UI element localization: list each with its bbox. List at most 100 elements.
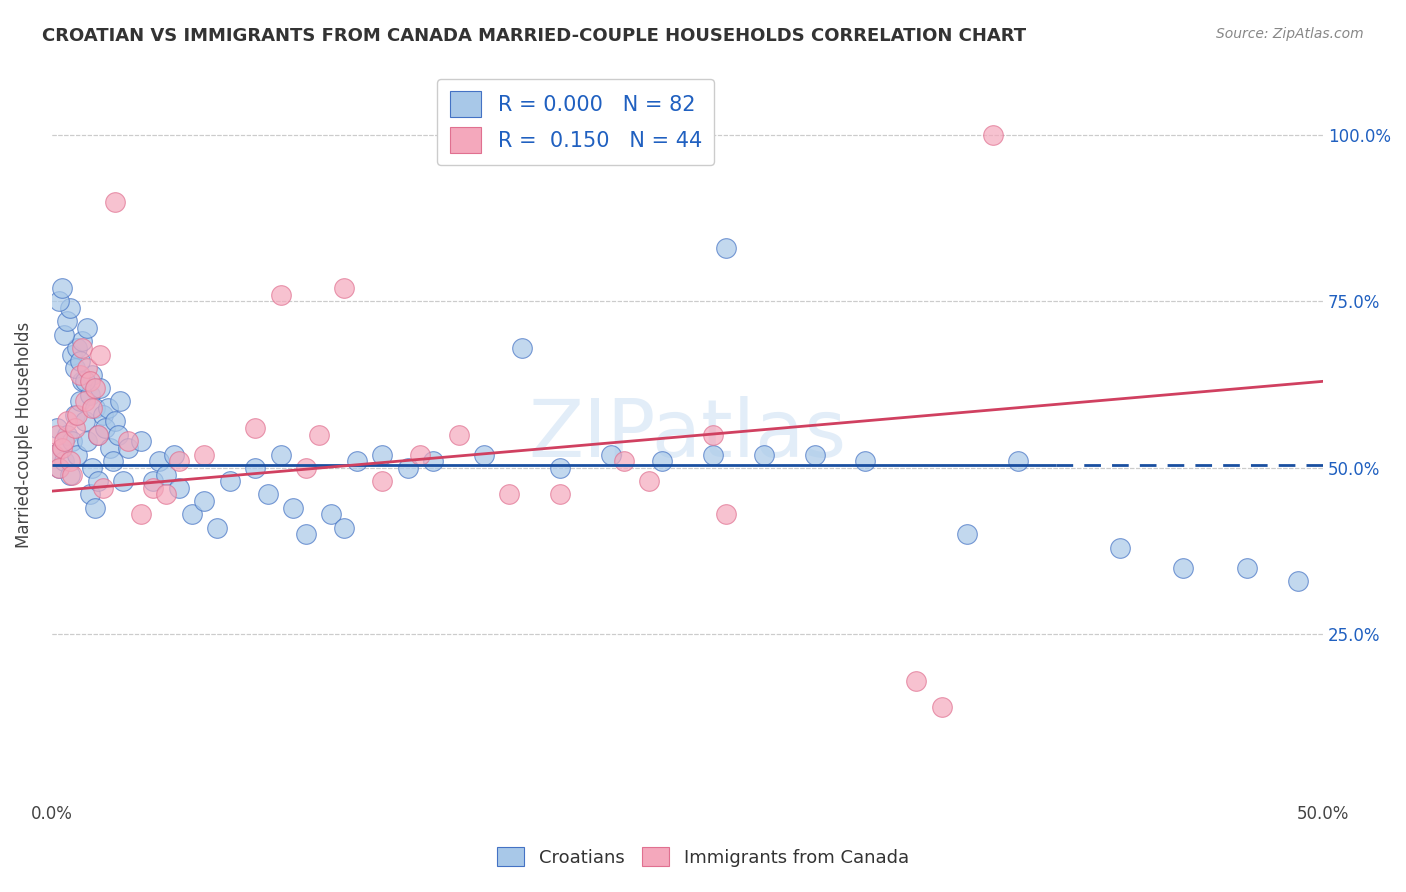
Point bbox=[104, 414, 127, 428]
Point bbox=[180, 508, 202, 522]
Point bbox=[1108, 541, 1130, 555]
Point bbox=[60, 348, 83, 362]
Point bbox=[84, 401, 107, 415]
Point bbox=[66, 448, 89, 462]
Point bbox=[107, 427, 129, 442]
Point bbox=[97, 401, 120, 415]
Point bbox=[117, 441, 139, 455]
Point bbox=[270, 448, 292, 462]
Point bbox=[45, 421, 67, 435]
Point bbox=[79, 487, 101, 501]
Point bbox=[167, 454, 190, 468]
Point bbox=[73, 374, 96, 388]
Point bbox=[651, 454, 673, 468]
Point bbox=[79, 387, 101, 401]
Point bbox=[1286, 574, 1309, 588]
Point bbox=[155, 487, 177, 501]
Point bbox=[86, 427, 108, 442]
Point bbox=[69, 394, 91, 409]
Point bbox=[58, 454, 80, 468]
Point bbox=[422, 454, 444, 468]
Point bbox=[89, 381, 111, 395]
Point bbox=[45, 427, 67, 442]
Point bbox=[243, 460, 266, 475]
Point bbox=[48, 460, 70, 475]
Point bbox=[73, 414, 96, 428]
Point bbox=[69, 368, 91, 382]
Point bbox=[48, 460, 70, 475]
Point bbox=[44, 448, 66, 462]
Point bbox=[371, 474, 394, 488]
Point bbox=[257, 487, 280, 501]
Text: ZIPatlas: ZIPatlas bbox=[529, 395, 846, 474]
Point bbox=[91, 481, 114, 495]
Point bbox=[981, 128, 1004, 142]
Point bbox=[396, 460, 419, 475]
Point bbox=[333, 281, 356, 295]
Point bbox=[110, 394, 132, 409]
Point bbox=[803, 448, 825, 462]
Point bbox=[84, 500, 107, 515]
Point bbox=[931, 700, 953, 714]
Point bbox=[498, 487, 520, 501]
Point bbox=[101, 454, 124, 468]
Point bbox=[63, 408, 86, 422]
Point bbox=[86, 474, 108, 488]
Point bbox=[218, 474, 240, 488]
Point bbox=[155, 467, 177, 482]
Point bbox=[702, 427, 724, 442]
Point bbox=[91, 408, 114, 422]
Point bbox=[84, 381, 107, 395]
Point bbox=[193, 448, 215, 462]
Point bbox=[58, 301, 80, 315]
Point bbox=[98, 441, 121, 455]
Legend: Croatians, Immigrants from Canada: Croatians, Immigrants from Canada bbox=[489, 840, 917, 874]
Point bbox=[447, 427, 470, 442]
Point bbox=[51, 441, 73, 455]
Point bbox=[82, 460, 104, 475]
Point bbox=[371, 448, 394, 462]
Point bbox=[94, 421, 117, 435]
Point bbox=[163, 448, 186, 462]
Point bbox=[56, 414, 79, 428]
Point bbox=[72, 374, 94, 388]
Point bbox=[321, 508, 343, 522]
Point bbox=[510, 341, 533, 355]
Point bbox=[63, 421, 86, 435]
Point bbox=[283, 500, 305, 515]
Point bbox=[53, 454, 76, 468]
Point bbox=[63, 361, 86, 376]
Point bbox=[308, 427, 330, 442]
Point bbox=[82, 368, 104, 382]
Point bbox=[79, 374, 101, 388]
Point bbox=[333, 521, 356, 535]
Point bbox=[270, 287, 292, 301]
Point bbox=[48, 294, 70, 309]
Point bbox=[111, 474, 134, 488]
Point bbox=[82, 401, 104, 415]
Point bbox=[752, 448, 775, 462]
Point bbox=[346, 454, 368, 468]
Point bbox=[142, 474, 165, 488]
Point bbox=[73, 394, 96, 409]
Point bbox=[193, 494, 215, 508]
Point bbox=[205, 521, 228, 535]
Text: Source: ZipAtlas.com: Source: ZipAtlas.com bbox=[1216, 27, 1364, 41]
Point bbox=[76, 321, 98, 335]
Point bbox=[51, 441, 73, 455]
Point bbox=[58, 467, 80, 482]
Point bbox=[72, 334, 94, 349]
Point bbox=[44, 448, 66, 462]
Text: CROATIAN VS IMMIGRANTS FROM CANADA MARRIED-COUPLE HOUSEHOLDS CORRELATION CHART: CROATIAN VS IMMIGRANTS FROM CANADA MARRI… bbox=[42, 27, 1026, 45]
Point bbox=[53, 327, 76, 342]
Point bbox=[295, 460, 318, 475]
Point bbox=[295, 527, 318, 541]
Point bbox=[855, 454, 877, 468]
Point bbox=[76, 361, 98, 376]
Point bbox=[104, 194, 127, 209]
Point bbox=[56, 427, 79, 442]
Point bbox=[905, 673, 928, 688]
Point bbox=[129, 434, 152, 449]
Point bbox=[550, 487, 572, 501]
Point bbox=[167, 481, 190, 495]
